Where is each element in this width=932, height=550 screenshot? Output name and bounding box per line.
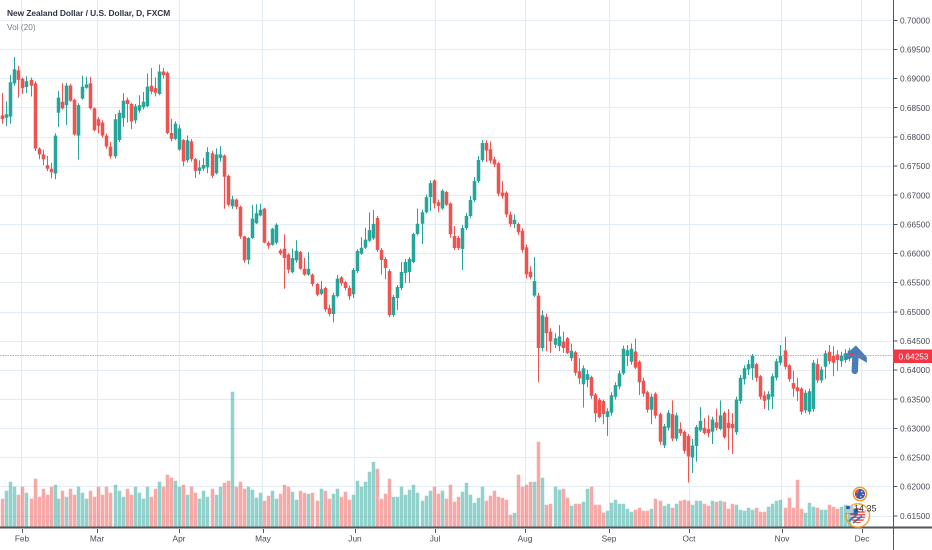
- svg-text:0.64253: 0.64253: [899, 352, 929, 362]
- svg-text:0.66500: 0.66500: [900, 219, 930, 229]
- svg-text:0.65000: 0.65000: [900, 307, 930, 317]
- svg-text:Aug: Aug: [518, 534, 533, 544]
- svg-text:0.65500: 0.65500: [900, 278, 930, 288]
- svg-text:14.35: 14.35: [854, 504, 877, 514]
- svg-text:0.68500: 0.68500: [900, 103, 930, 113]
- svg-text:Jun: Jun: [348, 534, 362, 544]
- svg-text:0.64500: 0.64500: [900, 336, 930, 346]
- svg-text:Nov: Nov: [775, 534, 791, 544]
- svg-text:0.70000: 0.70000: [900, 15, 930, 25]
- svg-text:Dec: Dec: [855, 534, 870, 544]
- svg-text:0.68000: 0.68000: [900, 132, 930, 142]
- svg-text:Apr: Apr: [173, 534, 186, 544]
- svg-text:0.63500: 0.63500: [900, 394, 930, 404]
- svg-text:0.63000: 0.63000: [900, 423, 930, 433]
- svg-text:Sep: Sep: [602, 534, 617, 544]
- svg-text:0.67500: 0.67500: [900, 161, 930, 171]
- svg-text:0.69500: 0.69500: [900, 45, 930, 55]
- svg-text:Oct: Oct: [683, 534, 697, 544]
- svg-text:0.67000: 0.67000: [900, 190, 930, 200]
- svg-text:Vol (20): Vol (20): [7, 22, 36, 32]
- svg-text:May: May: [255, 534, 272, 544]
- svg-text:New Zealand Dollar / U.S. Doll: New Zealand Dollar / U.S. Dollar, D, FXC…: [7, 8, 170, 18]
- svg-text:0.62000: 0.62000: [900, 482, 930, 492]
- svg-text:0.61500: 0.61500: [900, 511, 930, 521]
- svg-text:Jul: Jul: [430, 534, 441, 544]
- svg-text:0.66000: 0.66000: [900, 249, 930, 259]
- svg-text:0.64000: 0.64000: [900, 365, 930, 375]
- svg-text:0.69000: 0.69000: [900, 74, 930, 84]
- svg-text:Mar: Mar: [90, 534, 105, 544]
- svg-text:Feb: Feb: [15, 534, 30, 544]
- svg-text:0.62500: 0.62500: [900, 453, 930, 463]
